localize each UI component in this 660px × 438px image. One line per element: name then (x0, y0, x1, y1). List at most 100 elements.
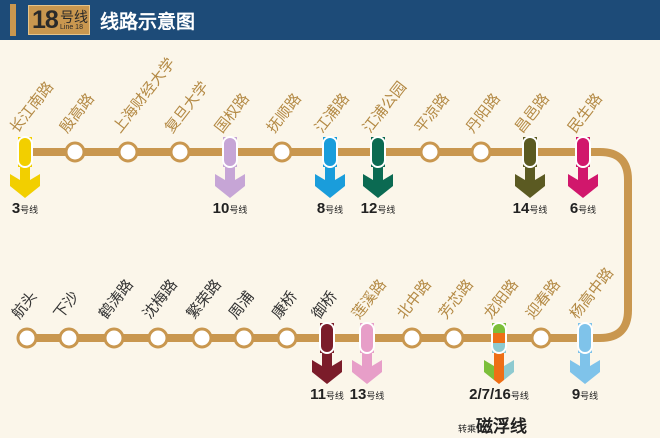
transfer-line: 14 (512, 200, 530, 217)
station-circle (58, 327, 80, 349)
arrow-segment (315, 166, 345, 198)
maglev-prefix: 转乘 (458, 425, 477, 435)
station-circle (271, 141, 293, 163)
arrow-segment (363, 166, 393, 198)
station-circle (276, 327, 298, 349)
station-circle (419, 141, 441, 163)
station-capsule-segment (492, 343, 506, 353)
line-number: 18 (32, 6, 59, 34)
header-bar: 18 号线 Line 18 线路示意图 (0, 0, 660, 40)
station-capsule-segment (371, 137, 385, 167)
station-capsule-border (319, 322, 335, 354)
arrow-segment (312, 352, 342, 384)
transfer-arrow-icon (515, 166, 545, 198)
station-circle (169, 141, 191, 163)
transfer-line: 12 (360, 200, 378, 217)
station-circle (470, 141, 492, 163)
station-capsule-segment (18, 137, 32, 167)
transfer-suffix: 号线 (578, 205, 597, 215)
station-capsule-segment (578, 323, 592, 353)
transfer-suffix: 号线 (580, 391, 599, 401)
station-circle (443, 327, 465, 349)
line-english: Line 18 (60, 24, 83, 31)
arrow-segment (215, 166, 245, 198)
station-capsule-segment (576, 137, 590, 167)
arrow-segment (352, 352, 382, 384)
transfer-label: 14号线 (513, 200, 548, 217)
transfer-suffix: 号线 (325, 205, 344, 215)
maglev-name: 磁浮线 (476, 417, 528, 437)
transfer-suffix: 号线 (229, 205, 248, 215)
station-circle (401, 327, 423, 349)
station-capsule-segment (492, 323, 506, 333)
station-capsule-border (577, 322, 593, 354)
transfer-arrow-icon (484, 352, 514, 384)
station-circle (530, 327, 552, 349)
station-capsule-border (522, 136, 538, 168)
transfer-arrow-icon (568, 166, 598, 198)
arrow-segment (504, 352, 514, 380)
station-capsule-border (359, 322, 375, 354)
station-capsule-border (370, 136, 386, 168)
station-circle (191, 327, 213, 349)
transfer-line: 2/7/16 (469, 386, 511, 403)
station-capsule-border (17, 136, 33, 168)
transfer-suffix: 号线 (510, 391, 529, 401)
arrow-segment (568, 166, 598, 198)
station-capsule-segment (523, 137, 537, 167)
page-title: 线路示意图 (100, 11, 196, 33)
station-capsule-segment (492, 333, 506, 343)
station-capsule-segment (320, 323, 334, 353)
station-capsule-border (575, 136, 591, 168)
arrow-segment (10, 166, 40, 198)
station-circle (233, 327, 255, 349)
station-capsule-border (222, 136, 238, 168)
transfer-label: 13号线 (350, 386, 385, 403)
transfer-label: 12号线 (361, 200, 396, 217)
station-capsule-segment (223, 137, 237, 167)
transfer-label: 3号线 (12, 200, 38, 217)
transfer-line: 3 (11, 200, 21, 217)
transfer-arrow-icon (315, 166, 345, 198)
transfer-suffix: 号线 (20, 205, 39, 215)
station-circle (147, 327, 169, 349)
transfer-label: 11号线 (310, 386, 344, 403)
station-circle (64, 141, 86, 163)
transfer-arrow-icon (570, 352, 600, 384)
arrow-segment (515, 166, 545, 198)
transfer-label: 9号线 (572, 386, 598, 403)
transfer-arrow-icon (363, 166, 393, 198)
transfer-arrow-icon (10, 166, 40, 198)
maglev-transfer: 转乘磁浮线 (458, 412, 527, 437)
transfer-line: 11 (310, 386, 326, 403)
transfer-label: 8号线 (317, 200, 343, 217)
station-capsule-segment (323, 137, 337, 167)
transfer-arrow-icon (215, 166, 245, 198)
line-badge: 18 号线 Line 18 (28, 5, 90, 35)
station-capsule-border (322, 136, 338, 168)
transfer-suffix: 号线 (366, 391, 385, 401)
track-line (25, 148, 632, 342)
transfer-label: 6号线 (570, 200, 596, 217)
transfer-suffix: 号线 (325, 391, 344, 401)
transfer-label: 10号线 (213, 200, 248, 217)
transfer-label: 2/7/16号线 (469, 386, 529, 403)
arrow-segment (570, 352, 600, 384)
transfer-suffix: 号线 (529, 205, 548, 215)
transfer-line: 10 (212, 200, 230, 217)
line-suffix: 号线 (60, 10, 88, 26)
transfer-suffix: 号线 (377, 205, 396, 215)
transfer-line: 8 (316, 200, 326, 217)
station-capsule-segment (360, 323, 374, 353)
arrow-segment (484, 352, 494, 380)
transfer-line: 6 (569, 200, 579, 217)
station-capsule-border (491, 322, 507, 354)
header-accent (10, 4, 16, 36)
station-circle (103, 327, 125, 349)
station-circle (117, 141, 139, 163)
transfer-line: 13 (349, 386, 367, 403)
transfer-arrow-icon (312, 352, 342, 384)
transfer-line: 9 (571, 386, 581, 403)
station-circle (16, 327, 38, 349)
